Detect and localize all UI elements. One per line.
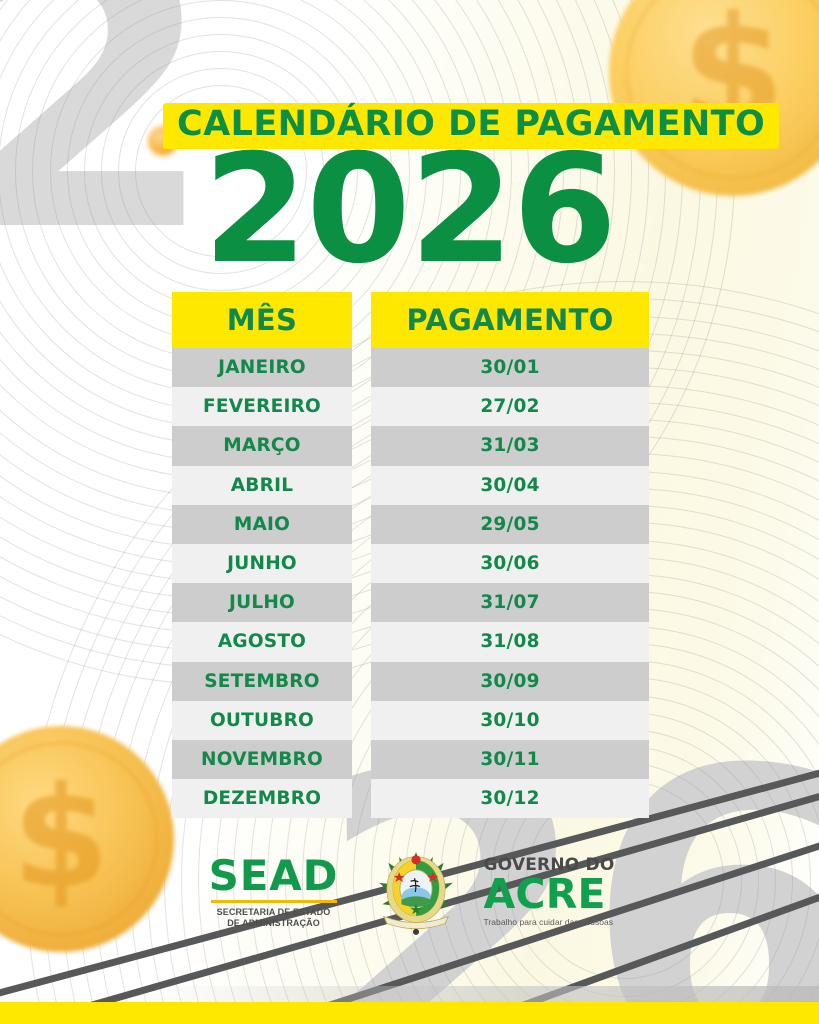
bottom-yellow-bar bbox=[0, 1002, 819, 1024]
sead-subtitle-line-2: DE ADMINISTRAÇÃO bbox=[227, 918, 320, 928]
acre-wordmark: ACRE bbox=[483, 870, 606, 919]
cell-payment: 30/11 bbox=[371, 739, 649, 780]
cell-month: JANEIRO bbox=[172, 348, 352, 388]
sead-underline bbox=[210, 900, 337, 904]
cell-payment: 30/10 bbox=[371, 700, 649, 740]
cell-month: NOVEMBRO bbox=[172, 739, 352, 780]
table-header-row: MÊS PAGAMENTO bbox=[172, 292, 649, 348]
column-divider bbox=[352, 466, 371, 505]
column-divider bbox=[352, 348, 371, 387]
cell-payment: 27/02 bbox=[371, 387, 649, 427]
cell-payment: 30/12 bbox=[371, 779, 649, 819]
table-row: JUNHO 30/06 bbox=[172, 543, 649, 584]
table-row: OUTUBRO 30/10 bbox=[172, 700, 649, 740]
column-header-payment: PAGAMENTO bbox=[371, 292, 649, 348]
cell-payment: 30/09 bbox=[371, 661, 649, 701]
column-divider bbox=[352, 779, 371, 818]
sead-subtitle-line-1: SECRETARIA DE ESTADO bbox=[216, 907, 331, 918]
cell-month: MARÇO bbox=[172, 426, 352, 466]
cell-month: FEVEREIRO bbox=[172, 387, 352, 427]
table-row: AGOSTO 31/08 bbox=[172, 622, 649, 662]
column-divider bbox=[352, 426, 371, 465]
column-header-month: MÊS bbox=[172, 292, 352, 348]
column-divider bbox=[352, 292, 371, 348]
table-row: FEVEREIRO 27/02 bbox=[172, 387, 649, 427]
column-divider bbox=[352, 544, 371, 583]
sead-wordmark: SEAD bbox=[208, 851, 339, 901]
column-divider bbox=[352, 505, 371, 544]
column-divider bbox=[352, 662, 371, 701]
column-divider bbox=[352, 740, 371, 779]
bottom-grey-band bbox=[0, 986, 819, 1002]
cell-payment: 30/04 bbox=[371, 465, 649, 505]
governo-do-acre-logo: GOVERNO DO ACRE Trabalho para cuidar das… bbox=[484, 857, 620, 927]
cell-month: JULHO bbox=[172, 583, 352, 623]
column-divider bbox=[352, 622, 371, 661]
table-row: SETEMBRO 30/09 bbox=[172, 661, 649, 701]
cell-payment: 31/07 bbox=[371, 583, 649, 623]
brasao-do-acre-emblem bbox=[378, 852, 453, 935]
table-row: JULHO 31/07 bbox=[172, 583, 649, 623]
cell-payment: 31/03 bbox=[371, 426, 649, 466]
column-divider bbox=[352, 701, 371, 740]
emblem-ribbon-knot bbox=[412, 928, 419, 935]
cell-month: AGOSTO bbox=[172, 622, 352, 662]
cell-month: DEZEMBRO bbox=[172, 779, 352, 819]
cell-month: ABRIL bbox=[172, 465, 352, 505]
table-row: JANEIRO 30/01 bbox=[172, 348, 649, 388]
table-body: JANEIRO 30/01 FEVEREIRO 27/02 MARÇO 31/03 ABRI… bbox=[172, 348, 649, 819]
year-heading: 2026 bbox=[203, 123, 617, 297]
cell-payment: 30/01 bbox=[371, 348, 649, 388]
cell-month: MAIO bbox=[172, 504, 352, 544]
table-row: ABRIL 30/04 bbox=[172, 465, 649, 505]
column-divider bbox=[352, 583, 371, 622]
cell-month: JUNHO bbox=[172, 543, 352, 584]
cell-payment: 31/08 bbox=[371, 622, 649, 662]
payment-calendar-table: MÊS PAGAMENTO JANEIRO 30/01 FEVEREIRO 27/02… bbox=[172, 292, 649, 819]
footer-logos: SEAD SECRETARIA DE ESTADO DE ADMINISTRAÇ… bbox=[0, 846, 819, 938]
sead-subtitle: SECRETARIA DE ESTADO DE ADMINISTRAÇÃO bbox=[200, 907, 348, 929]
table-row: DEZEMBRO 30/12 bbox=[172, 779, 649, 819]
table-row: MARÇO 31/03 bbox=[172, 426, 649, 466]
cell-payment: 29/05 bbox=[371, 504, 649, 544]
cell-month: OUTUBRO bbox=[172, 700, 352, 740]
sead-logo: SEAD SECRETARIA DE ESTADO DE ADMINISTRAÇ… bbox=[200, 855, 348, 929]
table-row: MAIO 29/05 bbox=[172, 504, 649, 544]
cell-payment: 30/06 bbox=[371, 543, 649, 584]
cell-month: SETEMBRO bbox=[172, 661, 352, 701]
emblem-crest-cap bbox=[410, 855, 421, 865]
acre-tagline: Trabalho para cuidar das pessoas bbox=[483, 916, 614, 927]
table-row: NOVEMBRO 30/11 bbox=[172, 739, 649, 780]
column-divider bbox=[352, 387, 371, 426]
